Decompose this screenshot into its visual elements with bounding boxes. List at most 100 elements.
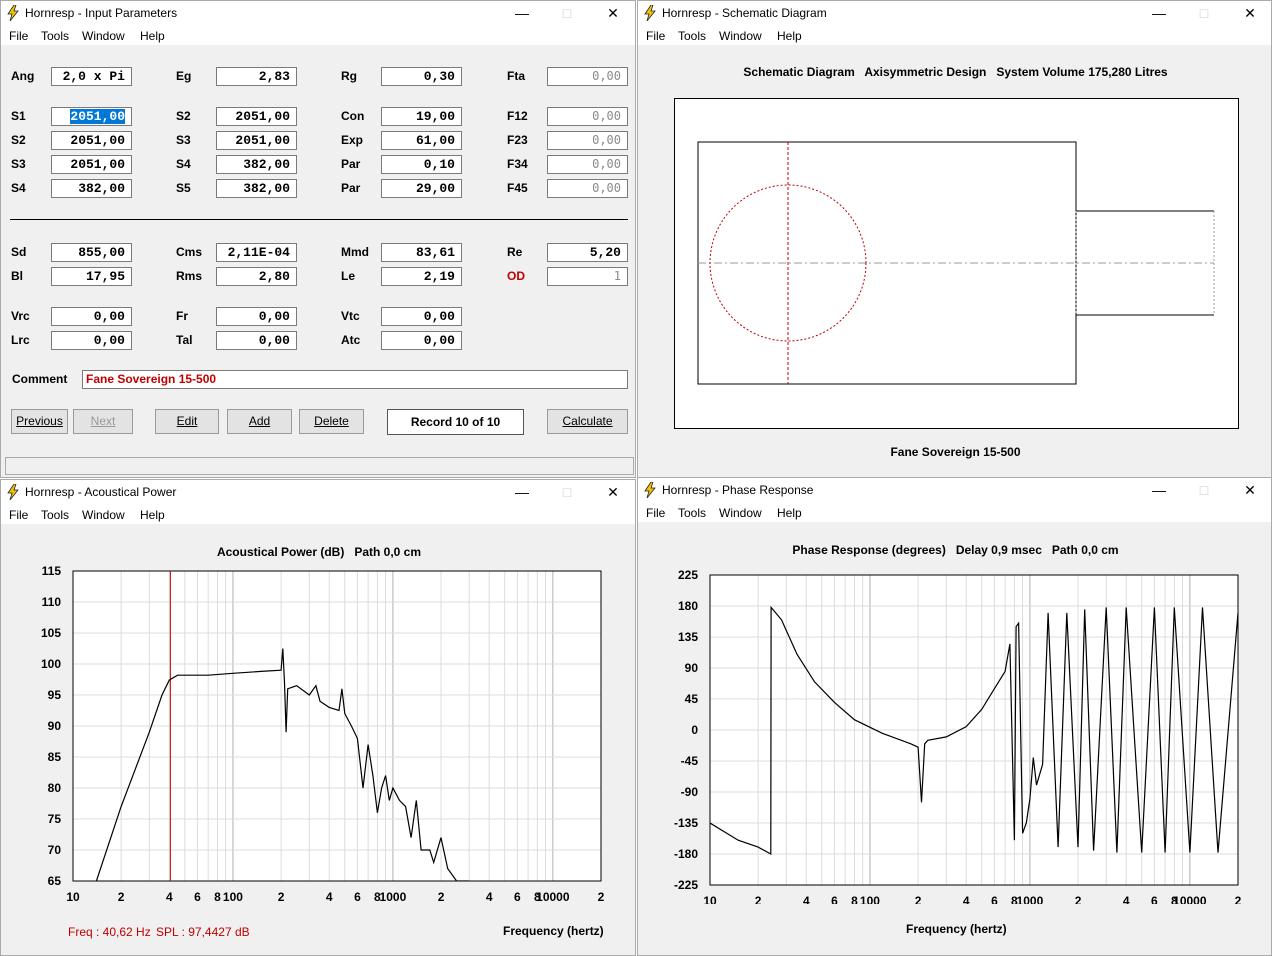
delete-button[interactable]: Delete (299, 409, 364, 434)
minimize-icon[interactable]: — (1152, 5, 1166, 21)
param-input[interactable]: 0,00 (547, 107, 628, 126)
param-value: 0,10 (423, 157, 455, 172)
hornresp-icon (644, 5, 656, 21)
menu-window[interactable]: Window (82, 508, 125, 522)
param-input[interactable]: 1 (547, 267, 628, 286)
menu-tools[interactable]: Tools (41, 508, 70, 522)
param-input[interactable]: 83,61 (381, 243, 462, 262)
minimize-icon[interactable]: — (1152, 482, 1166, 498)
param-input[interactable]: 0,00 (381, 307, 462, 326)
param-input[interactable]: 2051,00 (216, 107, 297, 126)
menu-help[interactable]: Help (777, 506, 802, 520)
maximize-icon[interactable]: □ (1199, 482, 1209, 498)
param-input[interactable]: 0,00 (547, 155, 628, 174)
param-input[interactable]: 855,00 (51, 243, 132, 262)
add-button[interactable]: Add (227, 409, 292, 434)
data-series-line (710, 605, 1238, 856)
param-input[interactable]: 0,00 (216, 307, 297, 326)
next-button[interactable]: Next (73, 409, 133, 434)
param-input[interactable]: 2,19 (381, 267, 462, 286)
param-label: S1 (11, 109, 26, 123)
param-label: F23 (507, 133, 528, 147)
window-title: Hornresp - Schematic Diagram (662, 6, 827, 20)
param-input[interactable]: 2051,00 (216, 131, 297, 150)
menu-file[interactable]: File (646, 506, 666, 520)
param-input[interactable]: 382,00 (216, 155, 297, 174)
readout-frequency: Freq : 40,62 Hz (68, 925, 151, 939)
previous-button[interactable]: Previous (11, 409, 68, 434)
maximize-icon[interactable]: □ (1199, 5, 1209, 21)
param-label: Con (341, 109, 365, 123)
param-input[interactable]: 0,00 (381, 331, 462, 350)
param-input[interactable]: 17,95 (51, 267, 132, 286)
minimize-icon[interactable]: — (515, 5, 529, 21)
param-value: 2051,00 (235, 109, 290, 124)
param-value: 0,00 (423, 309, 455, 324)
param-input[interactable]: 29,00 (381, 179, 462, 198)
param-input[interactable]: 2051,00 (51, 131, 132, 150)
edit-button[interactable]: Edit (155, 409, 219, 434)
param-value: 2051,00 (70, 157, 125, 172)
menu-help[interactable]: Help (140, 508, 165, 522)
param-input[interactable]: 2,83 (216, 67, 297, 86)
param-value: 29,00 (415, 181, 455, 196)
x-tick-label: 1000 (380, 890, 407, 904)
x-tick-label: 100 (223, 890, 243, 904)
add-label: Add (248, 414, 271, 428)
x-tick-label: 10 (703, 894, 717, 904)
menu-tools[interactable]: Tools (41, 29, 70, 43)
menu-help[interactable]: Help (140, 29, 165, 43)
param-input[interactable]: 0,00 (51, 331, 132, 350)
phase-response-window: Hornresp - Phase Response — □ ✕ File Too… (637, 477, 1272, 956)
param-label: S4 (176, 157, 191, 171)
param-input[interactable]: 382,00 (216, 179, 297, 198)
menu-window[interactable]: Window (719, 29, 762, 43)
record-label: Record 10 of 10 (410, 415, 501, 429)
param-input[interactable]: 2,0 x Pi (51, 67, 132, 86)
menu-tools[interactable]: Tools (678, 29, 707, 43)
menu-window[interactable]: Window (82, 29, 125, 43)
close-icon[interactable]: ✕ (607, 484, 619, 500)
minimize-icon[interactable]: — (515, 484, 529, 500)
param-input[interactable]: 2051,00 (51, 107, 132, 126)
close-icon[interactable]: ✕ (607, 5, 619, 21)
param-input[interactable]: 0,30 (381, 67, 462, 86)
menu-tools[interactable]: Tools (678, 506, 707, 520)
menu-bar: File Tools Window Help (638, 25, 1271, 45)
y-tick-label: 135 (678, 630, 698, 644)
param-input[interactable]: 19,00 (381, 107, 462, 126)
menu-help[interactable]: Help (777, 29, 802, 43)
menu-window[interactable]: Window (719, 506, 762, 520)
calculate-button[interactable]: Calculate (547, 409, 628, 434)
menu-file[interactable]: File (646, 29, 666, 43)
maximize-icon[interactable]: □ (562, 5, 572, 21)
param-input[interactable]: 0,00 (216, 331, 297, 350)
close-icon[interactable]: ✕ (1244, 5, 1256, 21)
param-label: Rg (341, 69, 357, 83)
menu-file[interactable]: File (9, 508, 29, 522)
x-tick-label: 8 (374, 890, 381, 904)
param-input[interactable]: 5,20 (547, 243, 628, 262)
menu-file[interactable]: File (9, 29, 29, 43)
param-input[interactable]: 0,00 (547, 179, 628, 198)
param-input[interactable]: 61,00 (381, 131, 462, 150)
hornresp-icon (7, 484, 19, 500)
param-input[interactable]: 0,00 (547, 131, 628, 150)
param-input[interactable]: 2051,00 (51, 155, 132, 174)
x-tick-label: 2 (1235, 894, 1242, 904)
param-value: 855,00 (78, 245, 125, 260)
data-series-line (95, 648, 470, 881)
comment-field[interactable]: Fane Sovereign 15-500 (82, 370, 628, 389)
param-input[interactable]: 2,11E-04 (216, 243, 297, 262)
param-input[interactable]: 0,00 (51, 307, 132, 326)
maximize-icon[interactable]: □ (562, 484, 572, 500)
param-input[interactable]: 382,00 (51, 179, 132, 198)
param-label: Atc (341, 333, 361, 347)
param-input[interactable]: 0,00 (547, 67, 628, 86)
param-label: S3 (11, 157, 26, 171)
param-input[interactable]: 2,80 (216, 267, 297, 286)
close-icon[interactable]: ✕ (1244, 482, 1256, 498)
param-input[interactable]: 0,10 (381, 155, 462, 174)
